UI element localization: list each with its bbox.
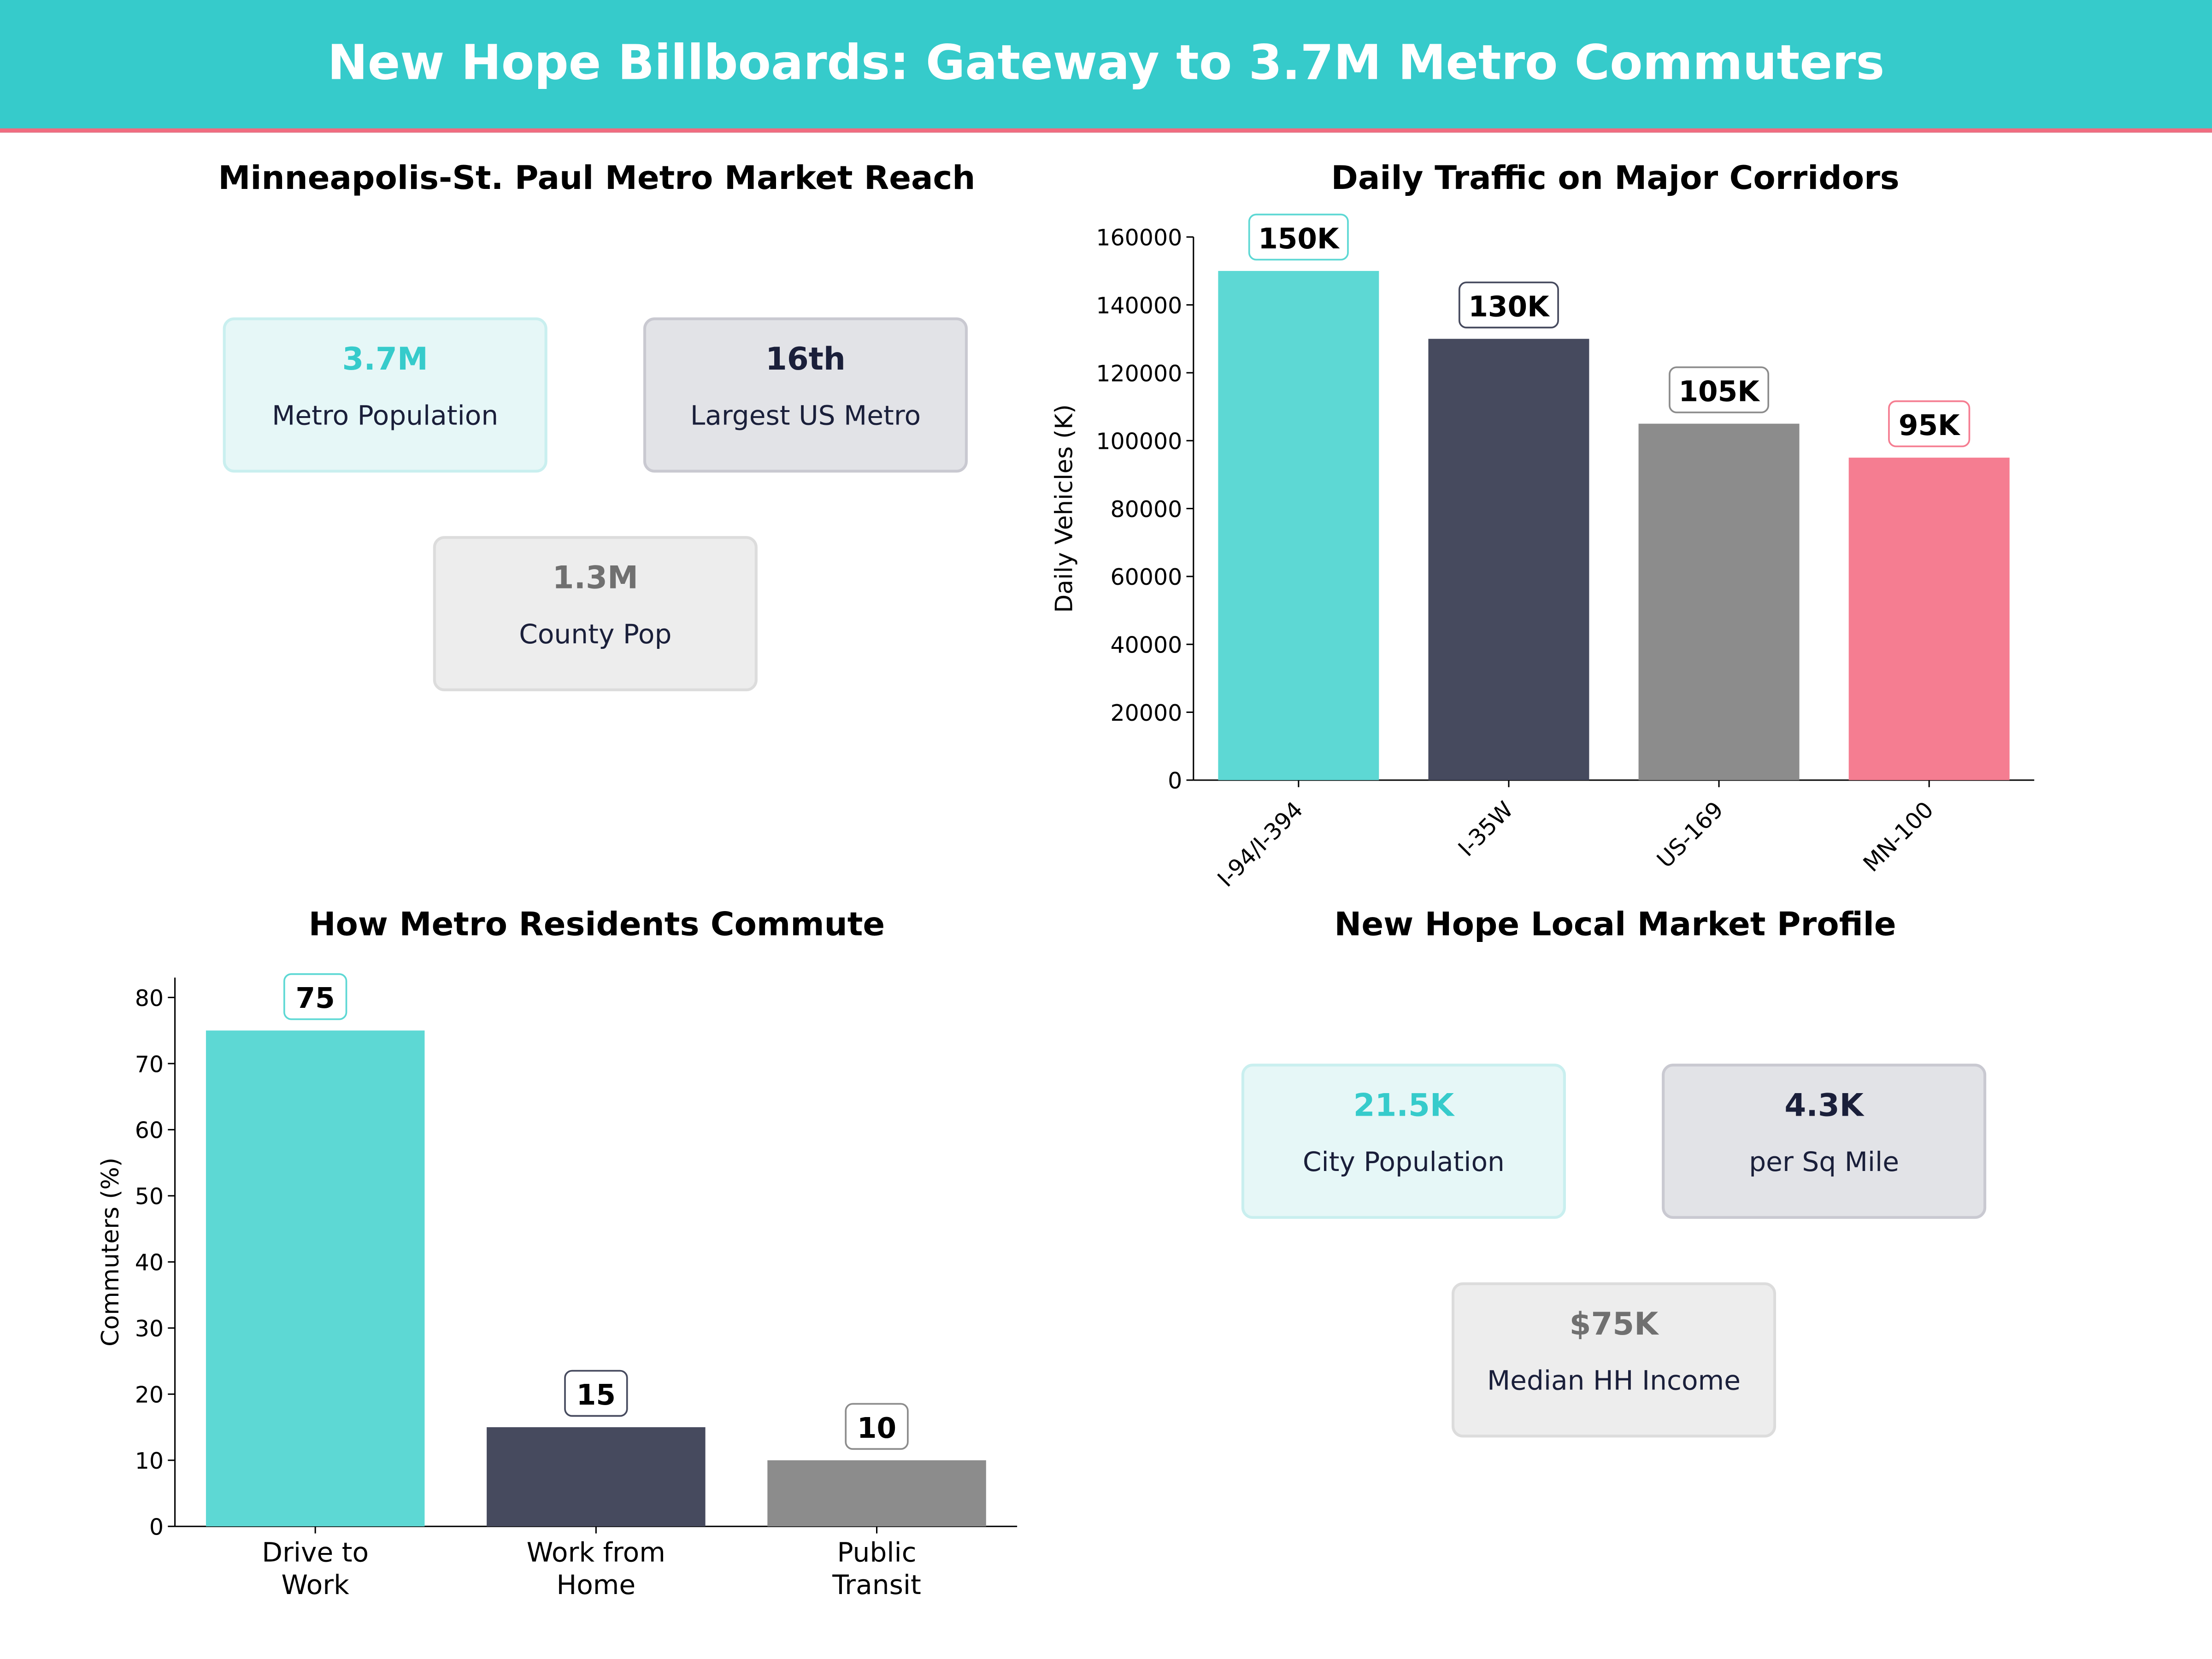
y-tick-label: 70 bbox=[135, 1051, 164, 1077]
header-banner: New Hope Billboards: Gateway to 3.7M Met… bbox=[0, 0, 2212, 133]
bar bbox=[1428, 339, 1589, 780]
data-label: 130K bbox=[1468, 290, 1550, 323]
traffic-chart-title: Daily Traffic on Major Corridors bbox=[1331, 160, 1900, 198]
page-title: New Hope Billboards: Gateway to 3.7M Met… bbox=[327, 35, 1885, 92]
data-label: 105K bbox=[1678, 375, 1760, 408]
x-tick-label: Public Transit bbox=[832, 1537, 921, 1600]
metro-panel-title: Minneapolis-St. Paul Metro Market Reach bbox=[218, 160, 976, 198]
data-label: 15 bbox=[577, 1379, 616, 1412]
card-label: Median HH Income bbox=[1487, 1365, 1741, 1397]
y-tick-label: 0 bbox=[149, 1514, 164, 1541]
card-value: 4.3K bbox=[1784, 1089, 1864, 1124]
y-tick-label: 60000 bbox=[1111, 564, 1182, 590]
metro-rank-card: 16th Largest US Metro bbox=[643, 317, 968, 473]
x-tick-label: Drive to Work bbox=[262, 1537, 369, 1600]
y-tick-label: 40000 bbox=[1111, 632, 1182, 659]
y-tick-label: 140000 bbox=[1096, 293, 1182, 319]
y-tick-label: 30 bbox=[135, 1316, 164, 1342]
y-axis-label: Commuters (%) bbox=[97, 1158, 124, 1347]
data-label-box bbox=[1888, 400, 1971, 447]
y-tick-label: 160000 bbox=[1096, 225, 1182, 251]
metro-population-card: 3.7M Metro Population bbox=[223, 317, 547, 473]
data-label: 75 bbox=[296, 982, 335, 1015]
commute-chart-title: How Metro Residents Commute bbox=[308, 907, 885, 944]
card-label: City Population bbox=[1302, 1147, 1505, 1178]
bar bbox=[1218, 271, 1379, 780]
y-tick-label: 80 bbox=[135, 985, 164, 1012]
y-tick-label: 100000 bbox=[1096, 429, 1182, 455]
card-value: 16th bbox=[765, 342, 846, 378]
card-label: Largest US Metro bbox=[690, 400, 921, 432]
bar bbox=[206, 1030, 425, 1527]
city-population-card: 21.5K City Population bbox=[1241, 1064, 1566, 1219]
card-value: 21.5K bbox=[1353, 1089, 1454, 1124]
y-axis-label: Daily Vehicles (K) bbox=[1051, 404, 1078, 613]
y-tick-label: 60 bbox=[135, 1118, 164, 1144]
data-label-box bbox=[1669, 366, 1770, 413]
y-tick-label: 120000 bbox=[1096, 360, 1182, 387]
data-label: 150K bbox=[1258, 223, 1340, 255]
data-label-box bbox=[845, 1403, 909, 1450]
y-tick-label: 80000 bbox=[1111, 496, 1182, 523]
data-label-box bbox=[564, 1370, 628, 1417]
data-label-box bbox=[1248, 213, 1349, 261]
card-label: per Sq Mile bbox=[1749, 1147, 1899, 1178]
income-card: $75K Median HH Income bbox=[1451, 1282, 1777, 1438]
y-tick-label: 0 bbox=[1168, 768, 1182, 794]
card-label: Metro Population bbox=[272, 400, 499, 432]
data-label-box bbox=[283, 973, 347, 1020]
y-tick-label: 10 bbox=[135, 1448, 164, 1474]
bar bbox=[487, 1427, 706, 1527]
card-label: County Pop bbox=[519, 619, 672, 651]
card-value: 3.7M bbox=[342, 342, 428, 378]
bar bbox=[767, 1460, 986, 1527]
data-label-box bbox=[1458, 281, 1559, 329]
data-label: 10 bbox=[857, 1412, 896, 1445]
y-tick-label: 40 bbox=[135, 1250, 164, 1276]
y-tick-label: 50 bbox=[135, 1183, 164, 1210]
y-tick-label: 20000 bbox=[1111, 700, 1182, 726]
data-label: 95K bbox=[1899, 409, 1961, 442]
county-pop-card: 1.3M County Pop bbox=[433, 536, 758, 691]
local-panel-title: New Hope Local Market Profile bbox=[1334, 907, 1896, 944]
x-tick-label: Work from Home bbox=[527, 1537, 665, 1600]
bar bbox=[1638, 424, 1800, 780]
card-value: 1.3M bbox=[552, 561, 639, 597]
y-tick-label: 20 bbox=[135, 1382, 164, 1408]
bar bbox=[1848, 458, 2010, 780]
density-card: 4.3K per Sq Mile bbox=[1662, 1064, 1987, 1219]
card-value: $75K bbox=[1569, 1307, 1659, 1343]
